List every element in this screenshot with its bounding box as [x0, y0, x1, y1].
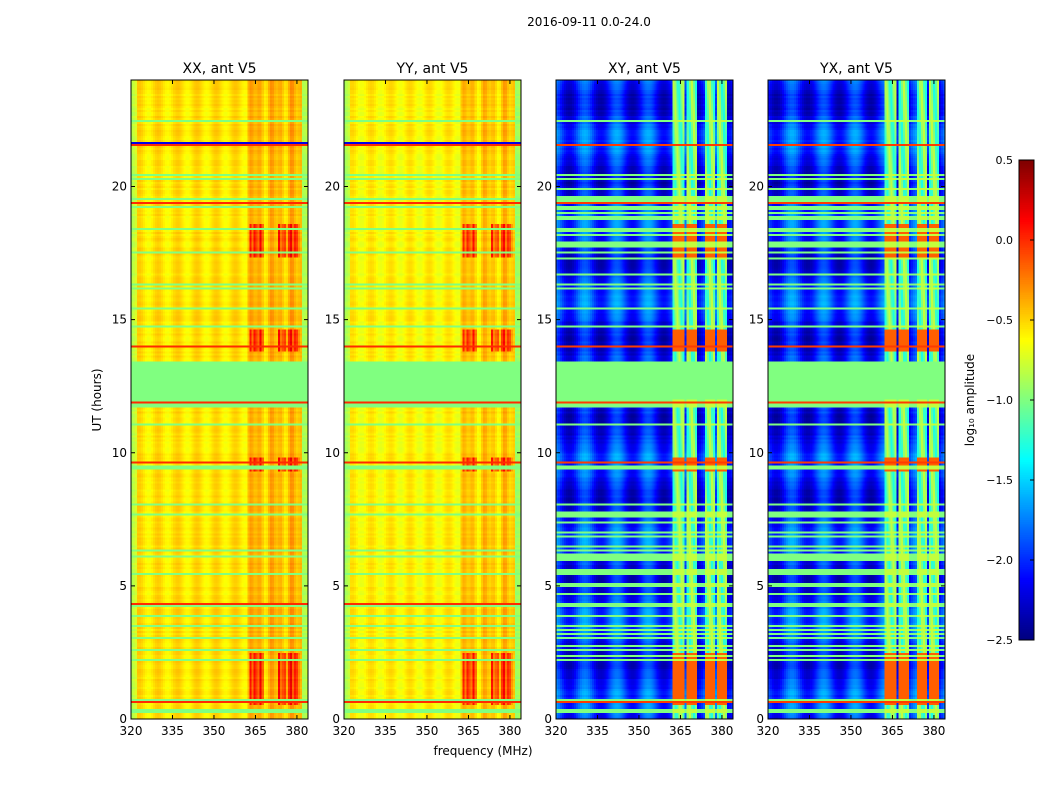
- x-axis-label: frequency (MHz): [433, 744, 532, 758]
- heatmap-xx: [131, 80, 308, 719]
- axes-frame: [767, 79, 946, 720]
- colorbar-gradient: [1019, 160, 1034, 640]
- y-tick-label: 10: [325, 446, 340, 460]
- colorbar-tick-label: −2.5: [986, 634, 1013, 647]
- y-tick-label: 15: [749, 313, 764, 327]
- y-tick-label: 5: [332, 579, 340, 593]
- y-tick-label: 10: [112, 446, 127, 460]
- x-tick-label: 380: [710, 724, 733, 738]
- y-tick-label: 20: [749, 180, 764, 194]
- x-tick-label: 335: [374, 724, 397, 738]
- x-tick-label: 320: [757, 724, 780, 738]
- panel-title: XX, ant V5: [183, 61, 257, 77]
- panel-title: YX, ant V5: [819, 61, 893, 77]
- y-tick-label: 20: [112, 180, 127, 194]
- colorbar-tick-label: −1.0: [986, 394, 1013, 407]
- panel-title: XY, ant V5: [608, 61, 681, 77]
- x-tick-label: 365: [457, 724, 480, 738]
- colorbar-tick-label: −1.5: [986, 474, 1013, 487]
- y-tick-label: 5: [544, 579, 552, 593]
- figure-suptitle: 2016-09-11 0.0-24.0: [527, 15, 651, 29]
- x-tick-label: 350: [203, 724, 226, 738]
- y-tick-label: 10: [749, 446, 764, 460]
- x-tick-label: 335: [161, 724, 184, 738]
- panel-title: YY, ant V5: [396, 61, 469, 77]
- y-tick-label: 15: [112, 313, 127, 327]
- x-tick-label: 335: [798, 724, 821, 738]
- x-tick-label: 320: [545, 724, 568, 738]
- colorbar-tick-label: −0.5: [986, 314, 1013, 327]
- y-tick-label: 0: [332, 712, 340, 726]
- x-tick-label: 320: [333, 724, 356, 738]
- x-tick-label: 380: [922, 724, 945, 738]
- heatmap-xy: [556, 80, 733, 719]
- y-tick-label: 0: [544, 712, 552, 726]
- colorbar-tick-label: −2.0: [986, 554, 1013, 567]
- colorbar-tick-label: 0.0: [996, 234, 1014, 247]
- heatmap-yy: [344, 80, 521, 719]
- x-tick-label: 380: [498, 724, 521, 738]
- y-tick-label: 5: [119, 579, 127, 593]
- x-tick-label: 350: [840, 724, 863, 738]
- x-tick-label: 365: [669, 724, 692, 738]
- heatmap-yx: [768, 80, 945, 719]
- x-tick-label: 365: [244, 724, 267, 738]
- colorbar-tick-label: 0.5: [996, 154, 1014, 167]
- y-axis-label: UT (hours): [90, 368, 104, 431]
- x-tick-label: 335: [586, 724, 609, 738]
- y-tick-label: 0: [756, 712, 764, 726]
- y-tick-label: 0: [119, 712, 127, 726]
- y-tick-label: 15: [325, 313, 340, 327]
- y-tick-label: 20: [537, 180, 552, 194]
- x-tick-label: 350: [416, 724, 439, 738]
- x-tick-label: 320: [120, 724, 143, 738]
- y-tick-label: 15: [537, 313, 552, 327]
- colorbar-label: log₁₀ amplitude: [963, 354, 977, 446]
- x-tick-label: 380: [285, 724, 308, 738]
- x-tick-label: 350: [628, 724, 651, 738]
- axes-frame: [130, 79, 309, 720]
- y-tick-label: 10: [537, 446, 552, 460]
- y-tick-label: 5: [756, 579, 764, 593]
- y-tick-label: 20: [325, 180, 340, 194]
- axes-frame: [343, 79, 522, 720]
- x-tick-label: 365: [881, 724, 904, 738]
- axes-frame: [555, 79, 734, 720]
